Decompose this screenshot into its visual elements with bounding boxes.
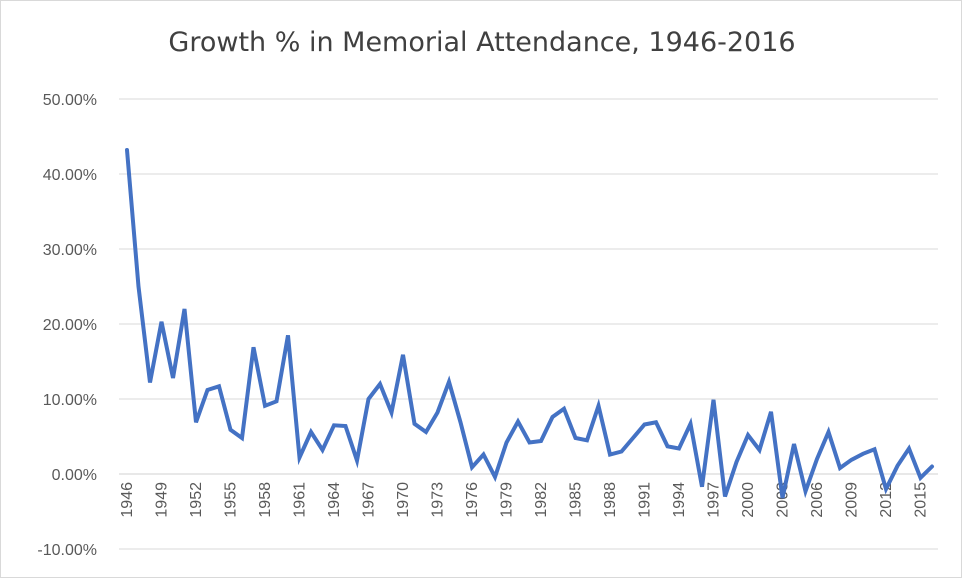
- series-line: [125, 148, 934, 499]
- x-tick-label: 2000: [740, 482, 757, 518]
- x-tick-label: 1982: [533, 482, 550, 518]
- x-tick-label: 1997: [706, 482, 723, 518]
- x-tick-label: 1979: [499, 482, 516, 518]
- x-tick-label: 1991: [637, 482, 654, 518]
- x-tick-label: 1958: [257, 482, 274, 518]
- x-tick-label: 1964: [326, 482, 343, 518]
- y-tick-label: -10.00%: [37, 542, 97, 559]
- x-tick-label: 1985: [568, 482, 585, 518]
- y-tick-label: 50.00%: [43, 92, 97, 109]
- x-tick-label: 2009: [844, 482, 861, 518]
- x-tick-label: 1976: [464, 482, 481, 518]
- y-tick-label: 30.00%: [43, 242, 97, 259]
- x-tick-label: 2012: [878, 482, 895, 518]
- x-tick-label: 1994: [671, 482, 688, 518]
- x-tick-label: 2015: [913, 482, 930, 518]
- chart-title: Growth % in Memorial Attendance, 1946-20…: [168, 27, 796, 58]
- x-tick-label: 2006: [809, 482, 826, 518]
- x-tick-label: 1955: [223, 482, 240, 518]
- x-tick-label: 1973: [430, 482, 447, 518]
- x-tick-label: 1961: [292, 482, 309, 518]
- y-tick-label: 40.00%: [43, 167, 97, 184]
- x-tick-label: 2003: [775, 482, 792, 518]
- x-tick-label: 1949: [154, 482, 171, 518]
- x-tick-label: 1946: [119, 482, 136, 518]
- y-tick-label: 10.00%: [43, 392, 97, 409]
- x-tick-label: 1970: [395, 482, 412, 518]
- y-tick-label: 0.00%: [52, 467, 97, 484]
- y-tick-label: 20.00%: [43, 317, 97, 334]
- x-tick-label: 1952: [188, 482, 205, 518]
- x-tick-label: 1967: [361, 482, 378, 518]
- x-tick-label: 1988: [602, 482, 619, 518]
